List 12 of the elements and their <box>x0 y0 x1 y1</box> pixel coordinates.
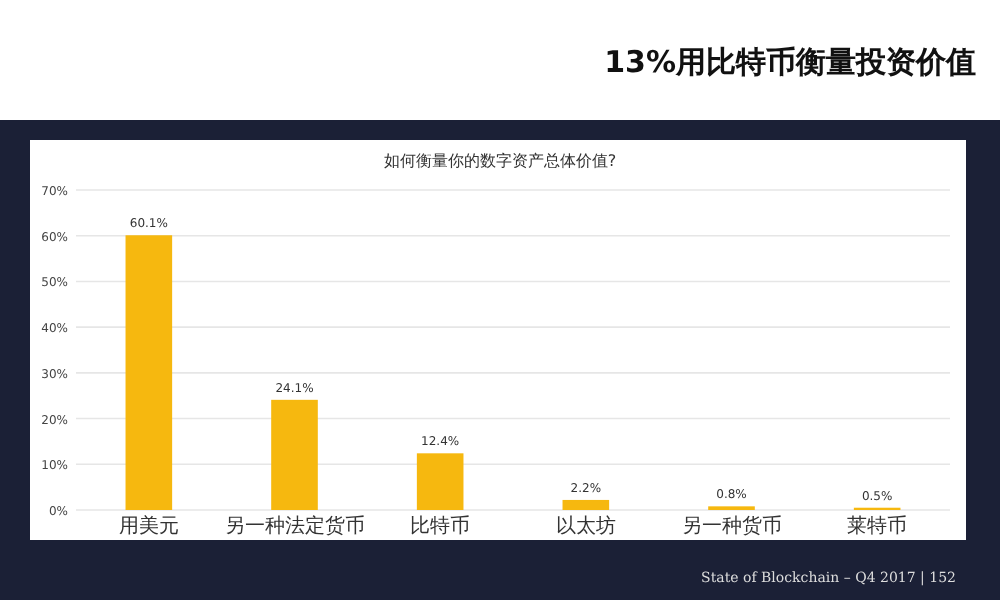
x-tick-label: 另一种法定货币 <box>224 514 365 538</box>
x-tick-label: 另一种货币 <box>681 514 782 538</box>
chart-title: 如何衡量你的数字资产总体价值? <box>383 152 617 170</box>
x-tick-label: 莱特币 <box>847 514 908 538</box>
bar <box>125 235 173 510</box>
text: 13%用比特币衡量投资价值 <box>604 44 976 80</box>
x-tick-label: 以太坊 <box>555 514 616 538</box>
x-tick-label: 用美元 <box>118 514 179 538</box>
bar <box>271 399 318 510</box>
bar <box>562 499 610 510</box>
x-tick-label: 比特币 <box>410 514 471 538</box>
bar <box>416 453 464 510</box>
